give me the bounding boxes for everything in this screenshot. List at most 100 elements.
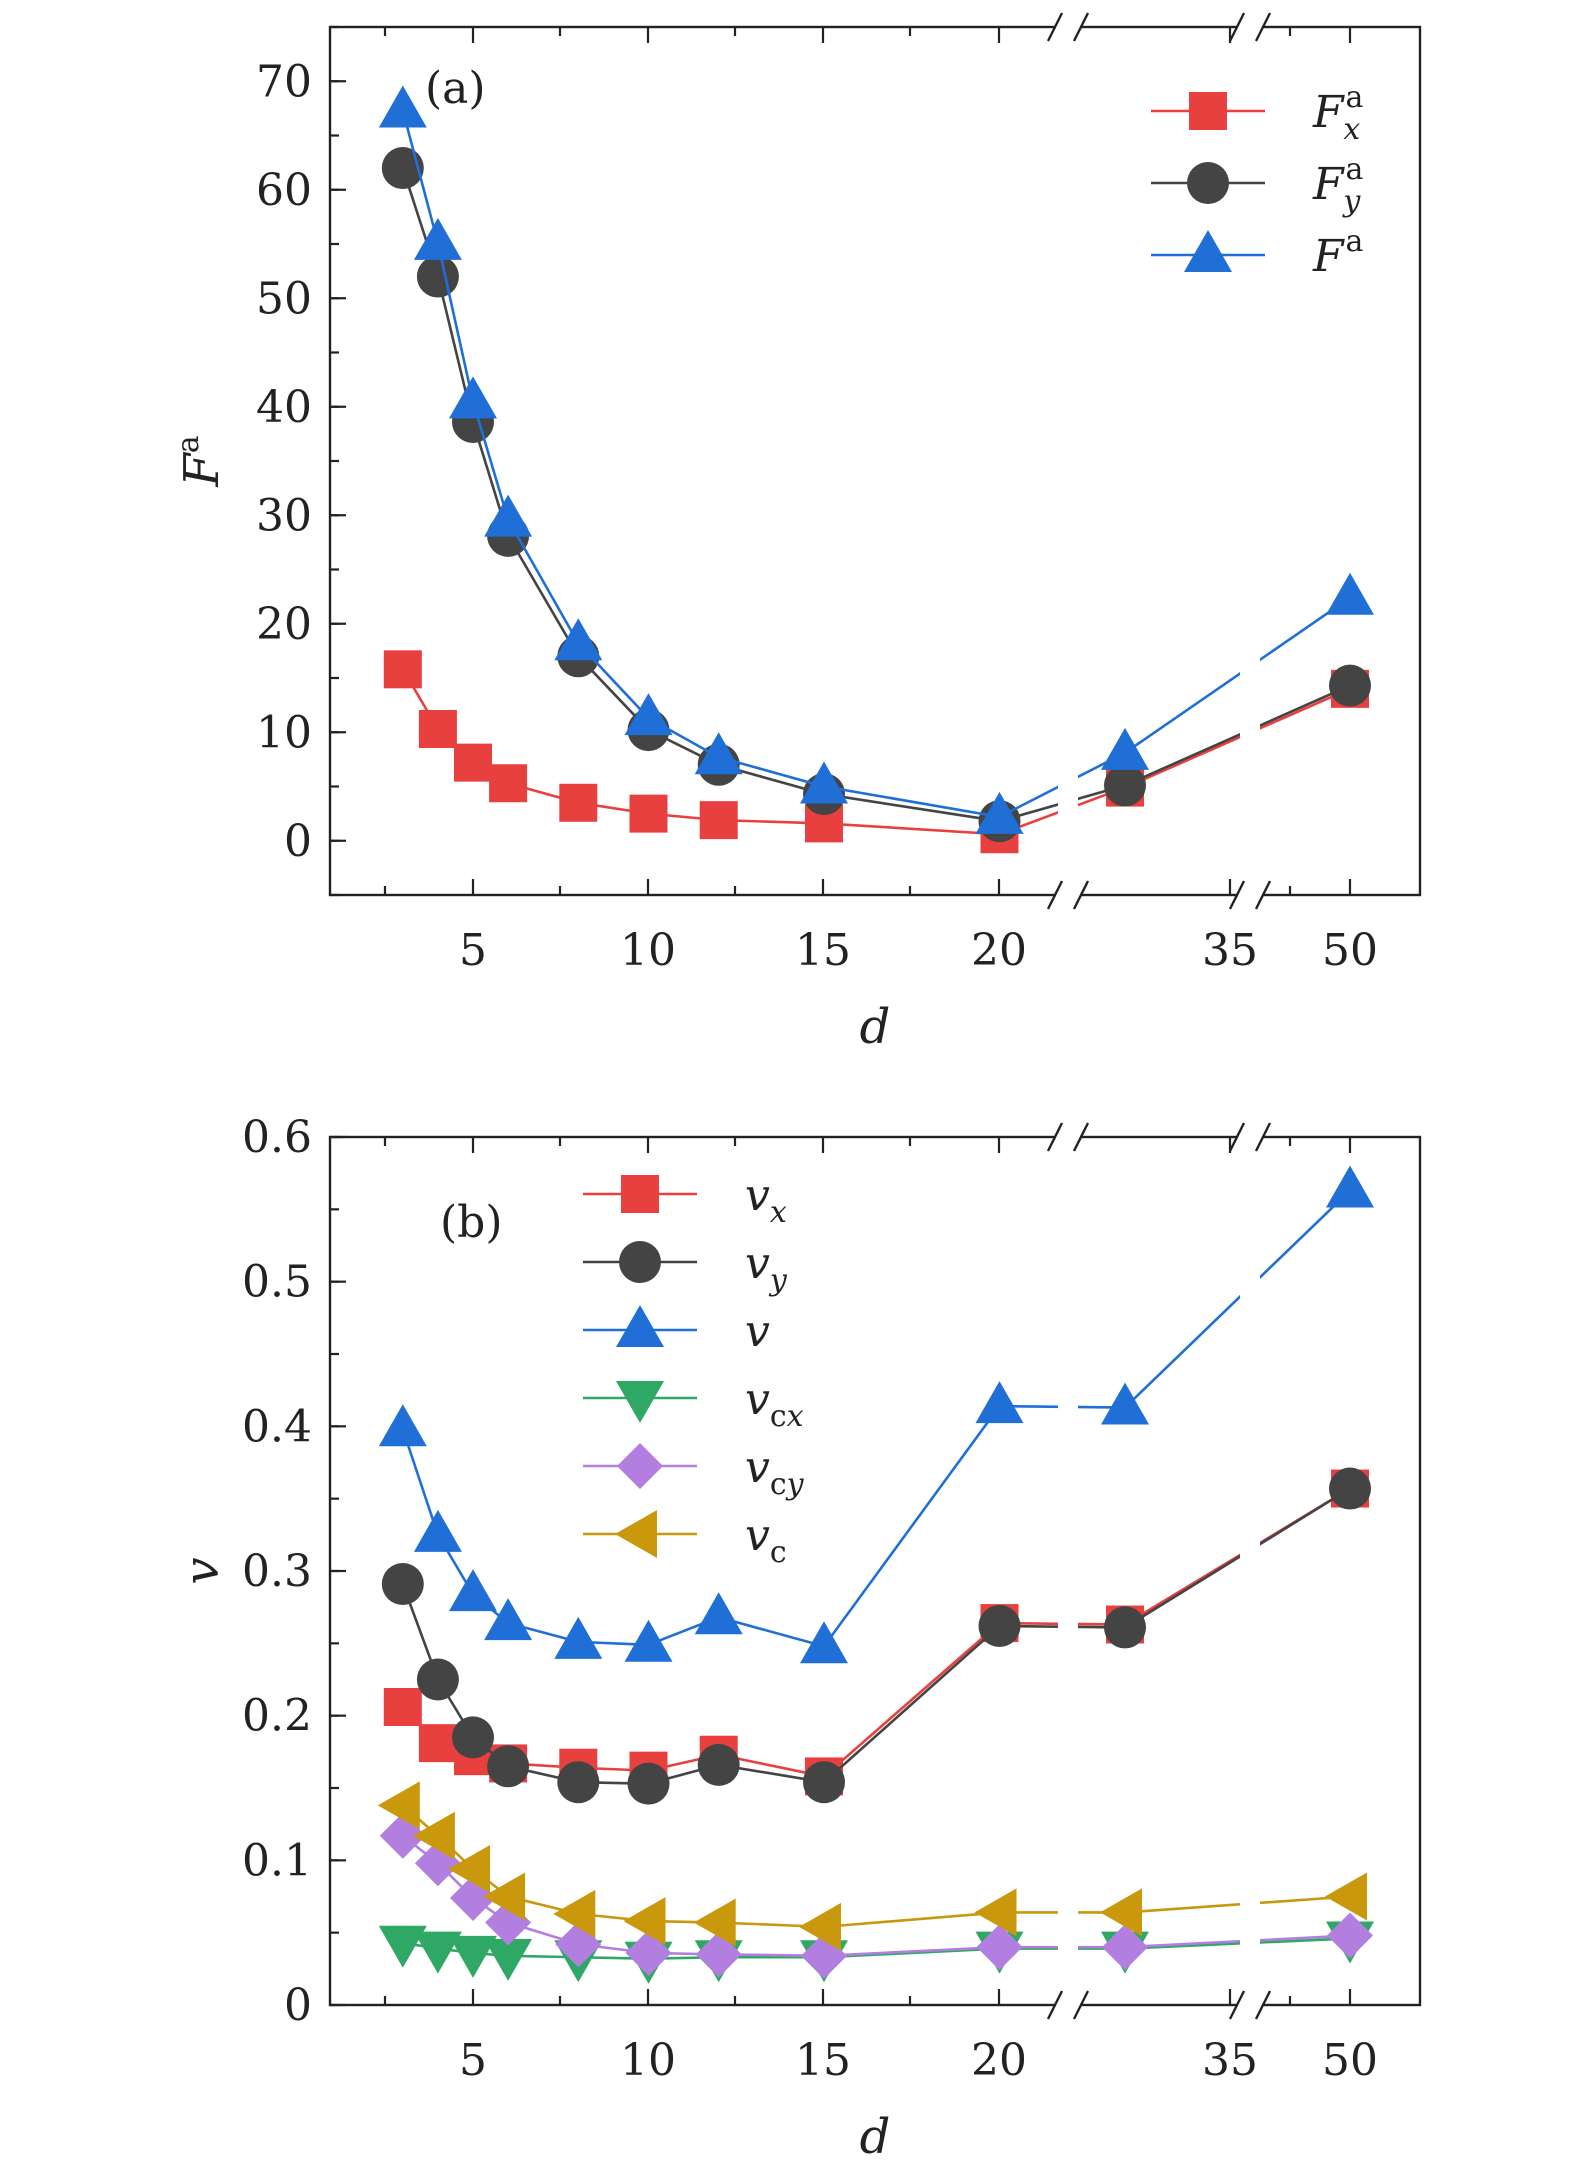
axis-break-gap xyxy=(1238,1133,1262,1141)
legend-marker xyxy=(1189,92,1227,130)
legend-marker xyxy=(619,1241,661,1283)
data-point xyxy=(1327,1912,1373,1959)
axis-break-mark xyxy=(1046,1990,1064,2020)
series-x xyxy=(383,1469,1369,1796)
series-line-segment xyxy=(718,755,825,788)
y-tick-label: 0 xyxy=(284,816,312,867)
data-point xyxy=(697,1743,740,1786)
data-point xyxy=(377,1781,420,1830)
series-line-segment xyxy=(823,1947,1000,1959)
legend-marker xyxy=(1184,230,1232,272)
data-point xyxy=(799,1902,841,1951)
axis-break-gap xyxy=(1056,1133,1080,1141)
x-tick-label: 15 xyxy=(795,925,851,976)
legend-label: vcx xyxy=(745,1374,804,1434)
x-axis-label: d xyxy=(860,2109,891,2165)
data-point xyxy=(554,1616,603,1659)
y-tick-label: 0.1 xyxy=(242,1835,312,1886)
series-line-segment xyxy=(823,792,1000,823)
data-point xyxy=(975,1381,1024,1424)
series-total xyxy=(378,85,1374,834)
series-line-segment xyxy=(1124,1895,1351,1914)
y-tick-label: 0 xyxy=(284,1980,312,2031)
data-point xyxy=(699,801,738,840)
y-tick-label: 30 xyxy=(256,490,312,541)
x-axis-label: d xyxy=(860,999,891,1055)
x-tick-label: 5 xyxy=(459,2035,487,2086)
data-point xyxy=(1100,1888,1142,1937)
series-line-segment xyxy=(1124,596,1351,754)
axis-break-mark xyxy=(1228,1122,1246,1152)
data-point xyxy=(1104,764,1146,807)
y-axis-label: Fa xyxy=(171,435,230,487)
series-total xyxy=(378,1165,1374,1664)
series-line-segment xyxy=(823,1911,1000,1929)
series-y xyxy=(381,147,1371,843)
axis-break-mark xyxy=(1228,12,1246,42)
series-y xyxy=(381,1467,1371,1805)
data-point xyxy=(1326,572,1374,615)
legend-label: vc xyxy=(745,1510,787,1570)
axis-break-mark xyxy=(1228,880,1246,910)
axis-break-gap xyxy=(1056,891,1080,899)
axis-break-band xyxy=(1240,47,1260,875)
data-point xyxy=(484,1598,533,1641)
legend-marker xyxy=(1187,162,1229,204)
data-point xyxy=(413,217,462,260)
data-point xyxy=(1102,1924,1148,1971)
legend-marker xyxy=(617,1443,663,1489)
data-point xyxy=(489,764,528,803)
x-tick-label: 20 xyxy=(971,2035,1027,2086)
axis-break-gap xyxy=(1056,2001,1080,2009)
y-tick-label: 60 xyxy=(256,165,312,216)
series-line-segment xyxy=(1124,1487,1351,1629)
series-line-segment xyxy=(1124,687,1351,789)
series-line-segment xyxy=(401,110,440,244)
axis-break-gap xyxy=(1056,23,1080,31)
series-line-segment xyxy=(1124,684,1351,787)
series-line-segment xyxy=(436,242,475,402)
data-point xyxy=(378,1925,427,1968)
axis-break-mark xyxy=(1254,12,1272,42)
data-point xyxy=(800,761,848,804)
data-point xyxy=(448,1845,490,1894)
data-point xyxy=(1325,1872,1367,1921)
data-point xyxy=(378,1404,427,1447)
legend-label: vcy xyxy=(745,1442,805,1502)
axis-break-gap xyxy=(1238,23,1262,31)
x-tick-label: 35 xyxy=(1202,925,1258,976)
axis-break-mark xyxy=(1228,1990,1246,2020)
y-tick-label: 0.3 xyxy=(242,1546,312,1597)
x-tick-label: 50 xyxy=(1322,2035,1378,2086)
series-line-segment xyxy=(823,785,1000,819)
series-c xyxy=(377,1781,1367,1951)
data-point xyxy=(694,1592,743,1635)
data-point xyxy=(623,1897,666,1946)
axis-break-mark xyxy=(1254,1122,1272,1152)
axis-break-band xyxy=(1058,1157,1078,1985)
axis-break-mark xyxy=(1046,12,1064,42)
data-point xyxy=(452,1716,494,1759)
x-tick-label: 10 xyxy=(620,2035,676,2086)
y-tick-label: 0.5 xyxy=(242,1257,312,1308)
data-point xyxy=(383,650,422,689)
axis-break-gap xyxy=(1238,2001,1262,2009)
data-point xyxy=(416,1658,459,1701)
data-point xyxy=(1104,1606,1146,1649)
data-point xyxy=(378,85,427,128)
data-point xyxy=(449,376,497,419)
data-point xyxy=(553,1889,596,1938)
axis-break-mark xyxy=(1046,880,1064,910)
x-tick-label: 35 xyxy=(1202,2035,1258,2086)
data-point xyxy=(1101,727,1149,770)
legend-marker xyxy=(615,1510,657,1558)
data-point xyxy=(1329,1467,1371,1510)
axis-break-mark xyxy=(1254,880,1272,910)
series-x xyxy=(383,650,1369,854)
data-point xyxy=(412,1811,455,1860)
chart-panel-b: 00.10.20.30.40.50.65 10 15 20 35 50dv(b)vxvyv… xyxy=(174,1112,1422,2165)
data-point xyxy=(483,1872,526,1921)
data-point xyxy=(559,783,598,822)
legend-marker xyxy=(616,1305,664,1347)
data-point xyxy=(454,743,492,782)
